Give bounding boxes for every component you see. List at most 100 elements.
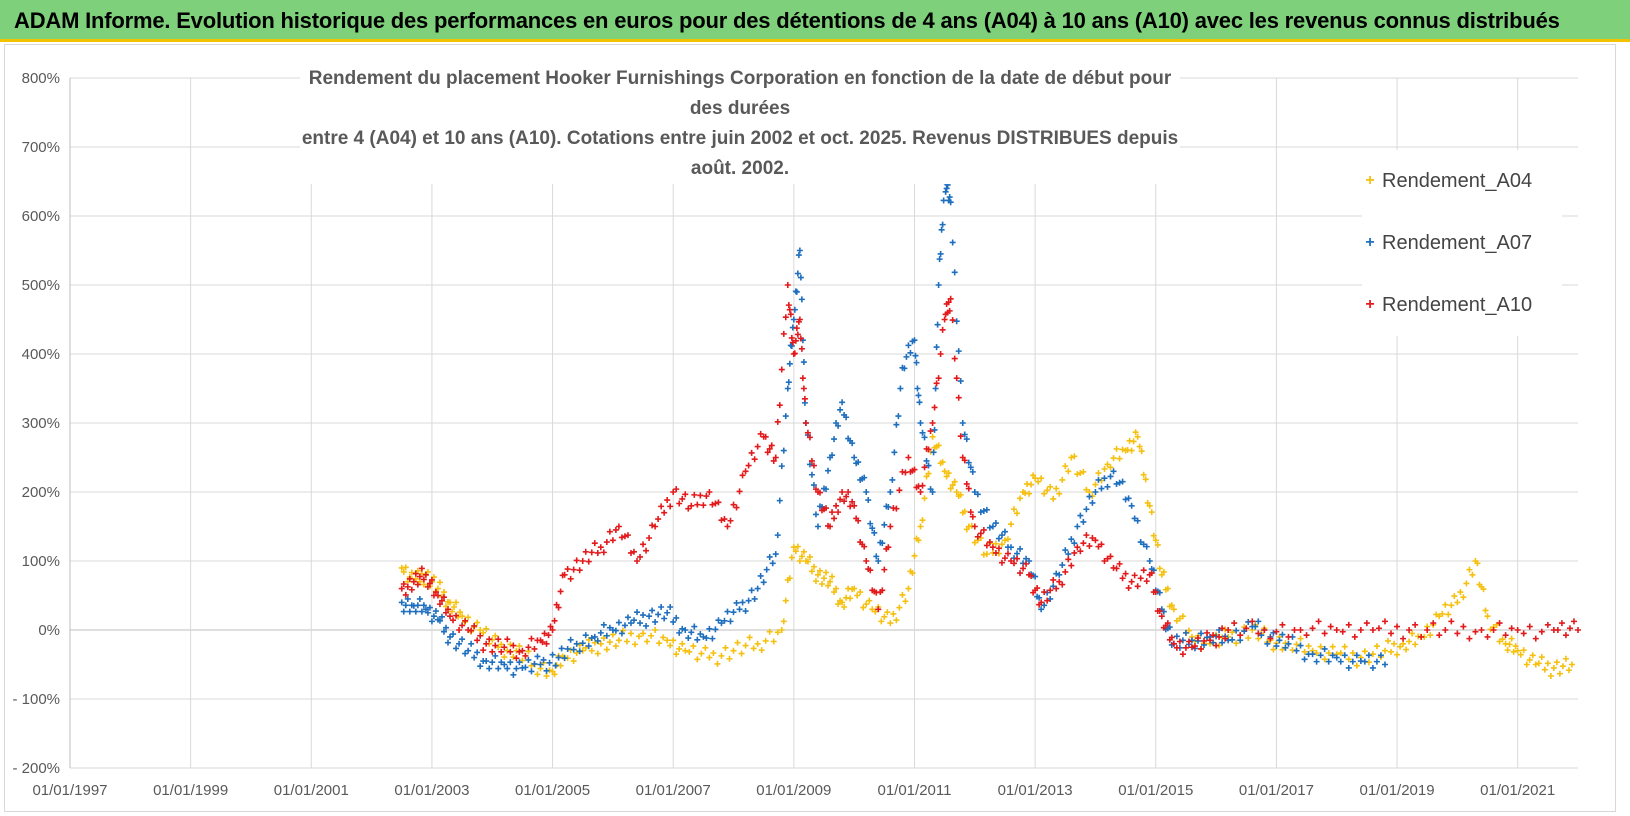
marker-rendement-a10 — [1418, 633, 1425, 640]
marker-rendement-a10 — [649, 522, 656, 529]
marker-rendement-a07 — [742, 608, 749, 615]
marker-rendement-a10 — [1291, 627, 1298, 633]
marker-rendement-a04 — [1520, 647, 1527, 654]
marker-rendement-a07 — [706, 625, 713, 632]
marker-rendement-a10 — [579, 558, 586, 564]
marker-rendement-a07 — [919, 429, 926, 436]
marker-rendement-a07 — [1325, 658, 1332, 665]
marker-rendement-a07 — [1329, 652, 1336, 659]
marker-rendement-a10 — [712, 500, 719, 507]
marker-rendement-a10 — [428, 576, 435, 583]
marker-rendement-a10 — [1279, 621, 1286, 628]
marker-rendement-a04 — [465, 614, 472, 621]
marker-rendement-a10 — [492, 642, 499, 649]
marker-rendement-a04 — [623, 638, 630, 645]
marker-rendement-a07 — [615, 619, 622, 626]
marker-rendement-a04 — [863, 601, 870, 608]
marker-rendement-a10 — [545, 632, 552, 639]
marker-rendement-a04 — [905, 585, 912, 592]
marker-rendement-a04 — [1448, 602, 1455, 609]
marker-rendement-a10 — [682, 491, 689, 498]
marker-rendement-a04 — [1255, 635, 1262, 642]
marker-rendement-a07 — [1026, 558, 1033, 564]
marker-rendement-a10 — [1566, 625, 1573, 632]
marker-rendement-a10 — [1436, 632, 1443, 639]
marker-rendement-a10 — [1191, 643, 1198, 650]
chart-title-line-1: Rendement du placement Hooker Furnishing… — [308, 68, 1172, 119]
marker-rendement-a04 — [766, 628, 773, 635]
marker-rendement-a07 — [867, 520, 874, 527]
y-tick-label: 100% — [22, 553, 60, 570]
marker-rendement-a04 — [644, 638, 651, 645]
marker-rendement-a04 — [1341, 643, 1348, 650]
marker-rendement-a07 — [664, 609, 671, 616]
marker-rendement-a10 — [885, 544, 892, 551]
marker-rendement-a04 — [1532, 661, 1539, 668]
marker-rendement-a10 — [1394, 623, 1401, 630]
marker-rendement-a10 — [1098, 541, 1105, 548]
marker-rendement-a10 — [513, 655, 520, 662]
marker-rendement-a10 — [1466, 635, 1473, 642]
marker-rendement-a07 — [769, 560, 776, 567]
marker-rendement-a07 — [1255, 618, 1262, 625]
marker-rendement-a04 — [640, 630, 647, 637]
marker-rendement-a07 — [885, 503, 892, 510]
marker-rendement-a04 — [754, 640, 761, 647]
marker-rendement-a04 — [570, 658, 577, 665]
marker-rendement-a10 — [676, 500, 683, 507]
marker-rendement-a10 — [917, 489, 924, 495]
marker-rendement-a07 — [1317, 652, 1324, 659]
marker-rendement-a10 — [1007, 558, 1014, 564]
marker-rendement-a10 — [793, 325, 800, 332]
marker-rendement-a07 — [649, 607, 656, 614]
marker-rendement-a10 — [416, 573, 423, 580]
marker-rendement-a07 — [400, 608, 407, 615]
marker-rendement-a04 — [686, 648, 693, 655]
marker-rendement-a10 — [1143, 578, 1150, 585]
marker-rendement-a10 — [597, 544, 604, 551]
marker-rendement-a07 — [921, 434, 928, 441]
marker-rendement-a04 — [408, 569, 415, 576]
x-tick-label: 01/01/2009 — [756, 782, 831, 799]
marker-rendement-a10 — [745, 462, 752, 469]
marker-rendement-a10 — [1017, 570, 1024, 577]
marker-rendement-a04 — [664, 637, 671, 644]
marker-rendement-a07 — [510, 671, 517, 678]
marker-rendement-a07 — [585, 643, 592, 650]
legend-marker-a04: + — [1365, 172, 1375, 189]
marker-rendement-a04 — [925, 470, 932, 477]
marker-rendement-a07 — [961, 431, 968, 438]
marker-rendement-a04 — [1514, 647, 1521, 654]
marker-rendement-a04 — [1391, 640, 1398, 647]
marker-rendement-a07 — [618, 630, 625, 637]
marker-rendement-a10 — [977, 530, 984, 537]
marker-rendement-a10 — [453, 612, 460, 619]
marker-rendement-a07 — [1345, 664, 1352, 671]
marker-rendement-a10 — [440, 594, 447, 601]
marker-rendement-a07 — [1077, 512, 1084, 519]
marker-rendement-a04 — [762, 637, 769, 644]
marker-rendement-a10 — [772, 454, 779, 461]
y-tick-label: - 200% — [12, 760, 60, 777]
marker-rendement-a07 — [582, 632, 589, 639]
marker-rendement-a04 — [573, 650, 580, 656]
marker-rendement-a10 — [1047, 587, 1054, 594]
marker-rendement-a10 — [953, 375, 960, 382]
marker-rendement-a04 — [1406, 638, 1413, 645]
marker-rendement-a04 — [543, 673, 550, 679]
marker-rendement-a10 — [1554, 627, 1561, 633]
marker-rendement-a04 — [1466, 566, 1473, 573]
marker-rendement-a10 — [1333, 627, 1340, 633]
marker-rendement-a07 — [913, 359, 920, 366]
marker-rendement-a07 — [965, 459, 972, 466]
marker-rendement-a04 — [798, 553, 805, 560]
marker-rendement-a04 — [652, 627, 659, 633]
marker-rendement-a10 — [1406, 627, 1413, 633]
y-tick-label: 200% — [22, 484, 60, 501]
marker-rendement-a10 — [495, 636, 502, 643]
marker-rendement-a07 — [1080, 518, 1087, 525]
marker-rendement-a07 — [797, 274, 804, 281]
marker-rendement-a07 — [917, 420, 924, 426]
marker-rendement-a04 — [878, 618, 885, 625]
marker-rendement-a07 — [1143, 543, 1150, 550]
